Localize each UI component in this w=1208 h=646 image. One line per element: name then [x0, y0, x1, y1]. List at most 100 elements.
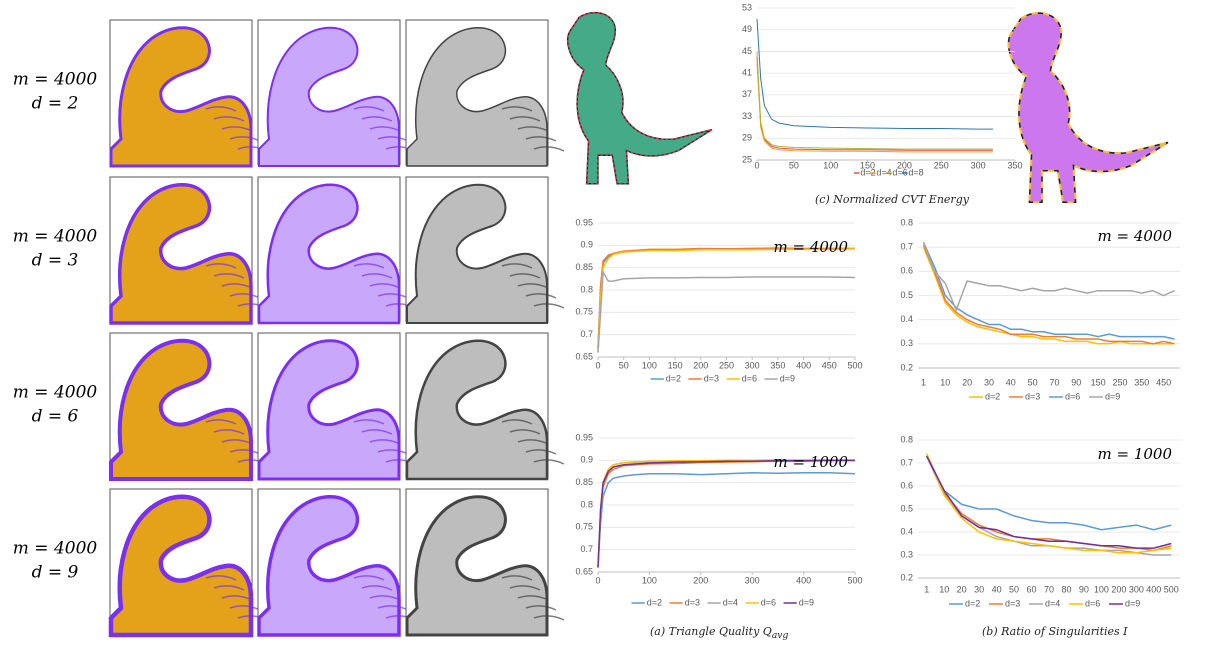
legend-label: d=2	[666, 373, 681, 383]
series-line	[757, 57, 993, 150]
y-tick-label: 0.85	[575, 477, 593, 487]
legend-label: d=3	[704, 373, 719, 383]
y-tick-label: 0.7	[900, 242, 913, 252]
y-tick-label: 0.7	[580, 329, 593, 339]
y-tick-label: 0.8	[900, 217, 913, 227]
x-tick-label: 350	[1134, 377, 1149, 387]
annotation: m = 1000	[773, 453, 848, 471]
legend-label: d=6	[761, 597, 776, 607]
y-tick-label: 0.65	[575, 351, 593, 361]
series-line	[598, 248, 855, 348]
caption-c: (c) Normalized CVT Energy	[815, 193, 969, 206]
y-tick-label: 0.95	[575, 432, 593, 442]
dino-left	[568, 13, 712, 184]
x-tick-label: 400	[796, 360, 811, 370]
x-tick-label: 30	[984, 377, 994, 387]
y-tick-label: 0.7	[580, 544, 593, 554]
row-label-m: m = 4000	[13, 383, 98, 403]
series-line	[598, 460, 855, 567]
legend-label: d=4	[1045, 598, 1060, 608]
x-tick-label: 20	[962, 377, 972, 387]
legend-label: d=9	[1125, 598, 1140, 608]
y-tick-label: 0.5	[900, 290, 913, 300]
y-tick-label: 0.7	[900, 457, 913, 467]
series-line	[927, 454, 1172, 551]
legend-label: d=6	[742, 373, 757, 383]
x-tick-label: 500	[847, 575, 862, 585]
series-line	[757, 51, 993, 149]
x-tick-label: 200	[1111, 584, 1126, 594]
y-tick-label: 49	[742, 24, 752, 34]
x-tick-label: 300	[1129, 584, 1144, 594]
y-tick-label: 0.95	[575, 217, 593, 227]
x-tick-label: 450	[822, 360, 837, 370]
x-tick-label: 0	[595, 575, 600, 585]
annotation: m = 4000	[1097, 227, 1172, 245]
x-tick-label: 1	[924, 584, 929, 594]
caption-text: (a) Triangle Quality	[650, 625, 763, 638]
caption-a: (a) Triangle Quality Qavg	[650, 625, 788, 641]
x-tick-label: 70	[1049, 377, 1059, 387]
y-tick-label: 0.2	[900, 362, 913, 372]
y-tick-label: 0.2	[900, 572, 913, 582]
y-tick-label: 0.8	[580, 284, 593, 294]
legend-label: d=9	[780, 373, 795, 383]
series-line	[598, 249, 855, 353]
legend-label: d=3	[1005, 598, 1020, 608]
y-tick-label: 41	[742, 68, 752, 78]
row-label-d: d = 9	[32, 563, 79, 583]
y-tick-label: 53	[742, 2, 752, 12]
legend-label: d=9	[1105, 391, 1120, 401]
x-tick-label: 300	[745, 575, 760, 585]
figure: m = 4000d = 2m = 4000d = 3m = 4000d = 6m…	[0, 0, 1208, 646]
series-line	[598, 461, 855, 568]
row-label-d: d = 6	[32, 407, 79, 427]
x-tick-label: 150	[668, 360, 683, 370]
x-tick-label: 200	[693, 360, 708, 370]
x-tick-label: 100	[642, 575, 657, 585]
series-line	[927, 454, 1172, 553]
y-tick-label: 0.9	[580, 240, 593, 250]
x-tick-label: 80	[1061, 584, 1071, 594]
y-tick-label: 45	[742, 46, 752, 56]
caption-symbol: Q	[763, 625, 772, 638]
y-tick-label: 0.8	[900, 434, 913, 444]
x-tick-label: 50	[1028, 377, 1038, 387]
x-tick-label: 450	[1156, 377, 1171, 387]
render-grid	[110, 20, 564, 635]
series-line	[598, 249, 855, 349]
legend-label: d=6	[1085, 598, 1100, 608]
x-tick-label: 70	[1044, 584, 1054, 594]
y-tick-label: 0.5	[900, 503, 913, 513]
dino-right	[1009, 13, 1168, 202]
row-label-m: m = 4000	[13, 70, 98, 90]
legend-label: d=4	[723, 597, 738, 607]
row-label-m: m = 4000	[13, 539, 98, 559]
annotation: m = 4000	[773, 238, 848, 256]
y-tick-label: 37	[742, 89, 752, 99]
x-tick-label: 150	[1091, 377, 1106, 387]
x-tick-label: 500	[1164, 584, 1179, 594]
row-label-d: d = 2	[32, 94, 79, 114]
series-line	[598, 473, 855, 568]
legend-label: d=2	[647, 597, 662, 607]
x-tick-label: 90	[1079, 584, 1089, 594]
row-label-m: m = 4000	[13, 227, 98, 247]
x-tick-label: 0	[595, 360, 600, 370]
legend-label: d=8	[908, 167, 923, 177]
x-tick-label: 500	[847, 360, 862, 370]
y-tick-label: 0.65	[575, 566, 593, 576]
series-line	[924, 245, 1175, 344]
x-tick-label: 40	[1006, 377, 1016, 387]
x-tick-label: 400	[796, 575, 811, 585]
y-tick-label: 0.4	[900, 314, 913, 324]
y-tick-label: 0.85	[575, 262, 593, 272]
x-tick-label: 100	[1094, 584, 1109, 594]
x-tick-label: 90	[1071, 377, 1081, 387]
series-line	[598, 460, 855, 568]
annotation: m = 1000	[1097, 445, 1172, 463]
legend-label: d=9	[799, 597, 814, 607]
x-tick-label: 60	[1027, 584, 1037, 594]
x-tick-label: 10	[940, 377, 950, 387]
x-tick-label: 200	[693, 575, 708, 585]
